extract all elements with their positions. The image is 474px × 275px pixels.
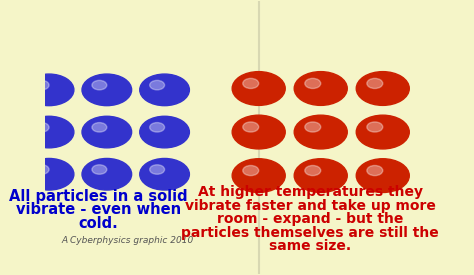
Circle shape [367, 166, 383, 176]
Circle shape [367, 122, 383, 132]
Circle shape [24, 116, 74, 148]
Circle shape [92, 165, 107, 174]
Circle shape [150, 123, 164, 132]
Circle shape [24, 74, 74, 106]
Circle shape [150, 165, 164, 174]
Circle shape [232, 72, 285, 105]
Circle shape [294, 159, 347, 192]
Circle shape [243, 78, 259, 89]
Circle shape [367, 78, 383, 89]
Circle shape [34, 123, 49, 132]
Circle shape [356, 72, 409, 105]
Circle shape [92, 123, 107, 132]
Circle shape [34, 80, 49, 90]
Text: At higher temperatures they: At higher temperatures they [198, 185, 422, 199]
Circle shape [294, 72, 347, 105]
Circle shape [305, 166, 321, 176]
Circle shape [140, 158, 190, 190]
Circle shape [92, 80, 107, 90]
Circle shape [243, 166, 259, 176]
Text: particles themselves are still the: particles themselves are still the [181, 226, 439, 240]
Text: same size.: same size. [269, 240, 351, 253]
Circle shape [232, 115, 285, 149]
Text: cold.: cold. [78, 216, 118, 231]
Circle shape [305, 122, 321, 132]
Circle shape [34, 165, 49, 174]
Circle shape [305, 78, 321, 89]
Circle shape [140, 74, 190, 106]
Circle shape [232, 159, 285, 192]
Circle shape [356, 159, 409, 192]
Circle shape [150, 80, 164, 90]
Text: room - expand - but the: room - expand - but the [217, 212, 403, 226]
Text: vibrate faster and take up more: vibrate faster and take up more [184, 199, 436, 213]
Text: vibrate - even when: vibrate - even when [16, 202, 181, 217]
Text: A Cyberphysics graphic 2010: A Cyberphysics graphic 2010 [62, 236, 194, 246]
Circle shape [294, 115, 347, 149]
Circle shape [82, 74, 132, 106]
Circle shape [140, 116, 190, 148]
Circle shape [82, 158, 132, 190]
Circle shape [24, 158, 74, 190]
Text: All particles in a solid: All particles in a solid [9, 189, 188, 204]
Circle shape [356, 115, 409, 149]
Circle shape [243, 122, 259, 132]
Circle shape [82, 116, 132, 148]
